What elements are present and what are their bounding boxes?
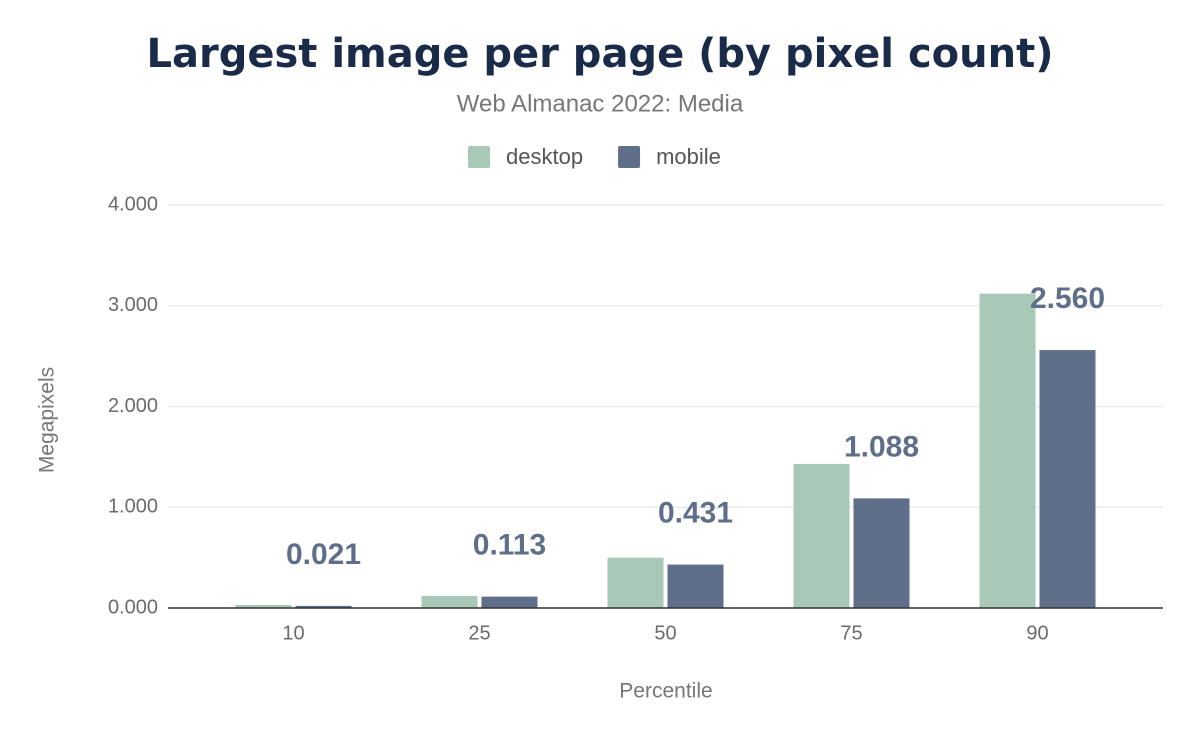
- bar: [607, 557, 664, 608]
- chart-subtitle: Web Almanac 2022: Media: [457, 90, 744, 117]
- value-label: 1.088: [844, 430, 919, 463]
- x-tick-label: 75: [840, 622, 862, 644]
- x-tick-label: 50: [654, 622, 676, 644]
- x-tick-label: 25: [468, 622, 490, 644]
- y-tick-label: 2.000: [108, 395, 158, 417]
- value-label: 0.113: [473, 529, 546, 562]
- y-tick-label: 4.000: [108, 193, 158, 215]
- bar: [295, 605, 352, 608]
- bar: [1039, 350, 1096, 608]
- x-axis-title: Percentile: [619, 680, 712, 703]
- bar: [793, 463, 850, 608]
- bar: [979, 293, 1036, 608]
- value-label: 0.431: [658, 496, 733, 529]
- x-tick-label: 90: [1026, 622, 1048, 644]
- bar: [421, 595, 478, 608]
- bar: [481, 596, 538, 608]
- value-label: 2.560: [1030, 282, 1105, 315]
- bar: [853, 498, 910, 608]
- bar: [667, 564, 724, 608]
- bar: [235, 604, 292, 608]
- value-label: 0.021: [286, 538, 361, 571]
- y-tick-label: 1.000: [108, 496, 158, 518]
- y-axis-title: Megapixels: [36, 367, 59, 473]
- legend-label: desktop: [506, 144, 583, 169]
- legend-label: mobile: [656, 144, 721, 169]
- x-tick-label: 10: [282, 622, 304, 644]
- legend-swatch: [618, 146, 641, 168]
- chart-title: Largest image per page (by pixel count): [147, 31, 1054, 77]
- legend-swatch: [468, 146, 490, 168]
- y-tick-label: 3.000: [108, 294, 158, 316]
- y-tick-label: 0.000: [108, 596, 158, 618]
